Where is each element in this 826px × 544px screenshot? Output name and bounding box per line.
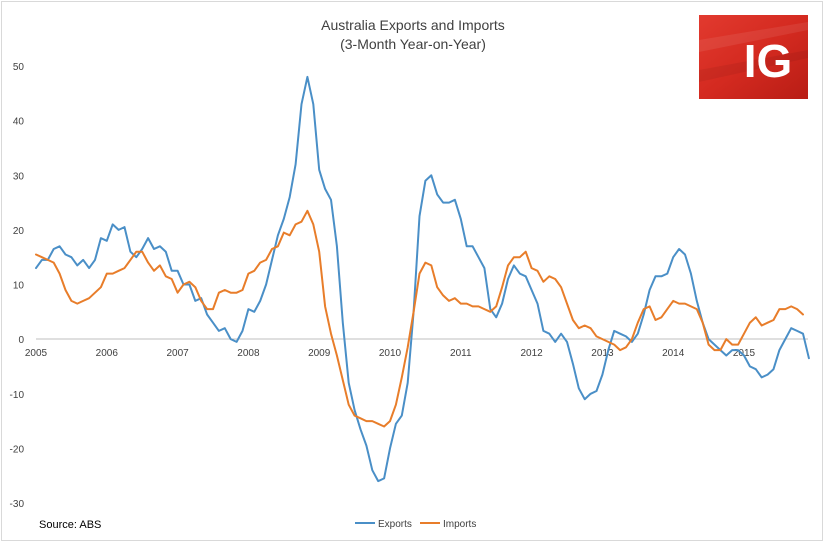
x-axis-ticks: 2005 2006 2007 2008 2009 2010 2011 2012 2013 2014… xyxy=(25,348,756,359)
y-tick-label: 30 xyxy=(13,171,25,182)
x-tick-label: 2012 xyxy=(520,348,543,359)
x-tick-label: 2011 xyxy=(450,348,472,359)
source-note: Source: ABS xyxy=(39,519,101,531)
logo-background xyxy=(699,15,808,99)
ig-logo: IG xyxy=(699,15,808,99)
y-tick-label: 40 xyxy=(13,117,25,128)
legend: Exports Imports xyxy=(355,519,476,530)
y-tick-label: 50 xyxy=(13,62,25,73)
y-tick-label: -30 xyxy=(10,499,25,510)
y-tick-label: 20 xyxy=(13,226,25,237)
legend-exports-label: Exports xyxy=(378,519,412,530)
series-layer xyxy=(35,75,810,483)
y-axis-ticks: 50 40 30 20 10 0 -10 -20 -30 xyxy=(10,62,25,510)
x-tick-label: 2014 xyxy=(662,348,685,359)
logo-text: IG xyxy=(744,35,793,87)
y-tick-label: 10 xyxy=(13,281,25,292)
chart-title: Australia Exports and Imports xyxy=(321,17,505,33)
y-tick-label: -20 xyxy=(10,444,25,455)
series-line-imports xyxy=(35,209,804,428)
x-tick-label: 2005 xyxy=(25,348,48,359)
legend-imports-label: Imports xyxy=(443,519,476,530)
y-tick-label: 0 xyxy=(18,335,24,346)
x-tick-label: 2013 xyxy=(591,348,614,359)
series-line-exports xyxy=(35,75,810,483)
x-tick-label: 2010 xyxy=(379,348,402,359)
x-tick-label: 2007 xyxy=(166,348,189,359)
chart-subtitle: (3-Month Year-on-Year) xyxy=(340,36,486,52)
x-tick-label: 2006 xyxy=(96,348,119,359)
y-tick-label: -10 xyxy=(10,390,25,401)
x-tick-label: 2008 xyxy=(237,348,260,359)
x-tick-label: 2015 xyxy=(733,348,756,359)
x-tick-label: 2009 xyxy=(308,348,331,359)
